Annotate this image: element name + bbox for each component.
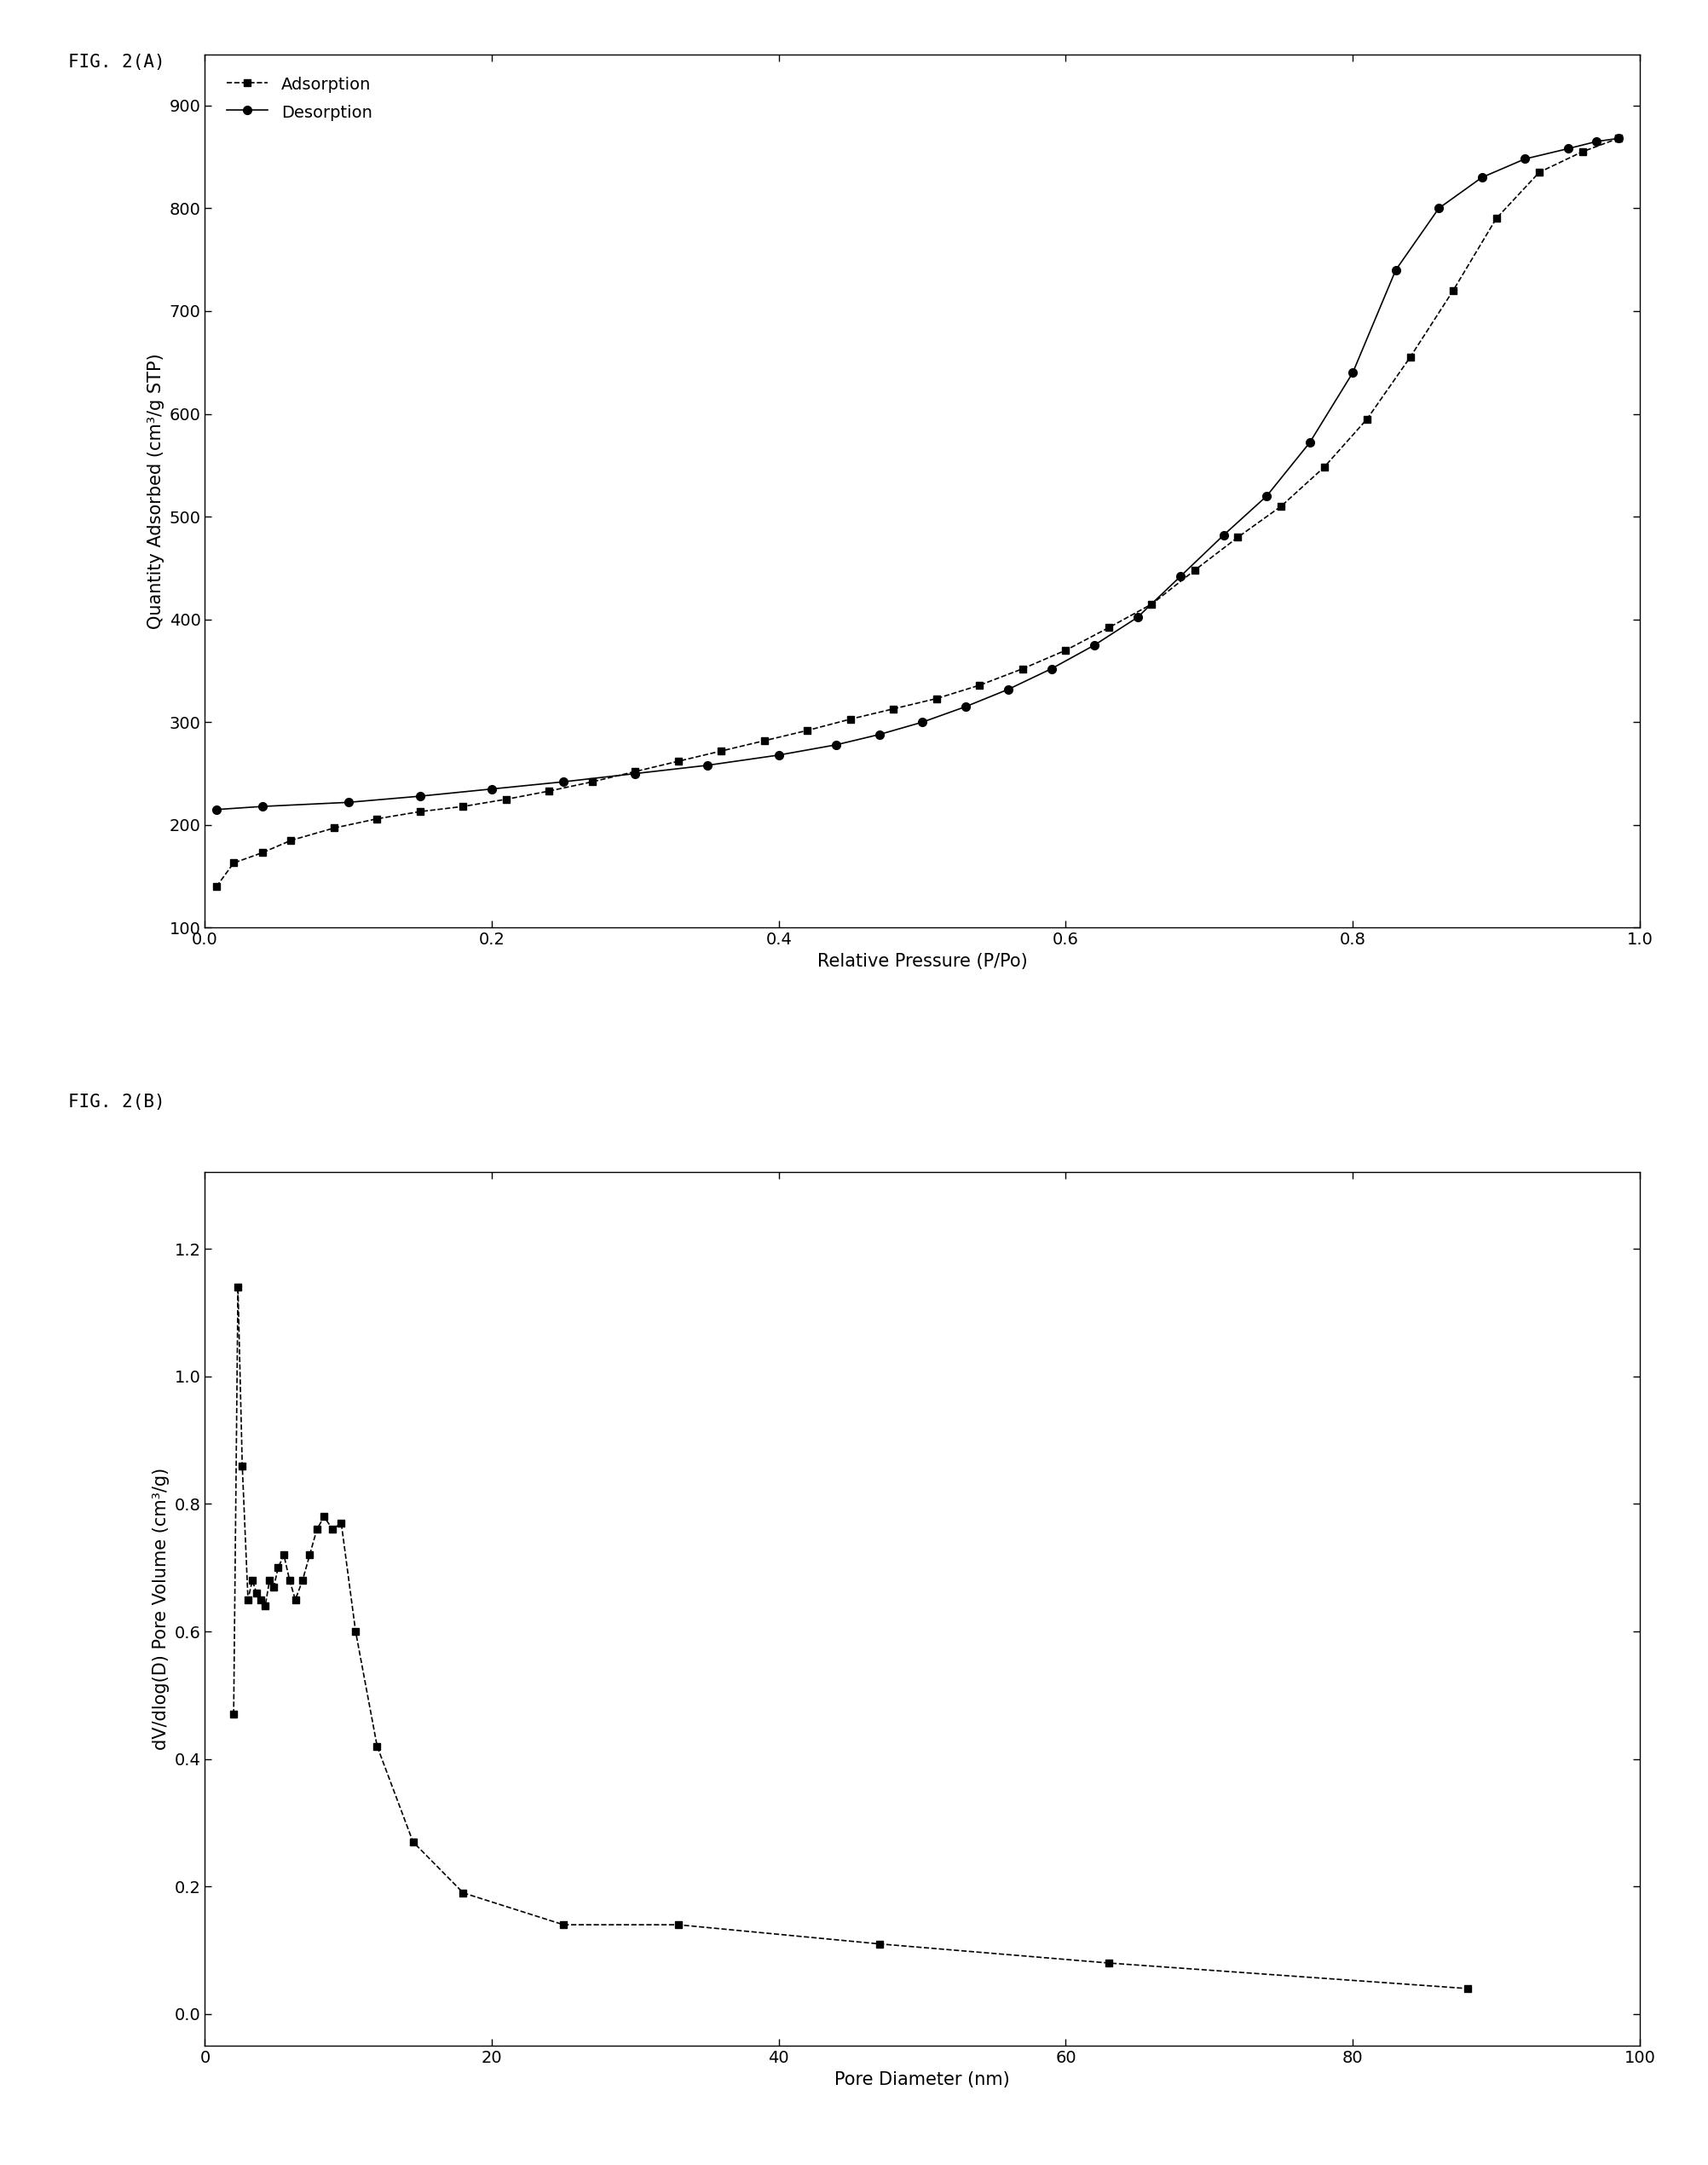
Adsorption xyxy=(280,827,301,853)
Adsorption xyxy=(1185,556,1206,582)
Legend: Adsorption, Desorption: Adsorption, Desorption xyxy=(214,63,386,134)
Adsorption xyxy=(1313,455,1334,481)
Adsorption xyxy=(410,799,430,825)
Adsorption xyxy=(1443,277,1464,303)
Adsorption xyxy=(453,792,473,818)
Desorption xyxy=(482,775,502,801)
Adsorption xyxy=(1356,407,1377,433)
Line: Adsorption: Adsorption xyxy=(214,134,1621,890)
Desorption xyxy=(869,721,890,747)
Desorption xyxy=(1170,563,1190,589)
Adsorption xyxy=(1098,615,1119,641)
Y-axis label: dV/dlog(D) Pore Volume (cm³/g): dV/dlog(D) Pore Volume (cm³/g) xyxy=(152,1468,169,1749)
Adsorption xyxy=(840,706,861,732)
Adsorption xyxy=(711,738,731,764)
Desorption xyxy=(410,784,430,810)
Adsorption xyxy=(1607,126,1628,152)
Adsorption xyxy=(224,851,244,877)
Adsorption xyxy=(1141,591,1161,617)
Text: FIG. 2(B): FIG. 2(B) xyxy=(68,1093,166,1111)
Adsorption xyxy=(325,814,345,840)
Desorption xyxy=(1428,195,1448,221)
Adsorption xyxy=(926,686,946,712)
Adsorption xyxy=(1013,656,1033,682)
Adsorption xyxy=(1401,344,1421,370)
Desorption xyxy=(253,792,273,818)
Desorption xyxy=(1472,165,1493,191)
Desorption xyxy=(1385,258,1406,284)
Adsorption xyxy=(540,777,560,803)
Adsorption xyxy=(1571,139,1592,165)
Desorption xyxy=(1607,126,1628,152)
Desorption xyxy=(955,693,975,719)
X-axis label: Pore Diameter (nm): Pore Diameter (nm) xyxy=(835,2072,1009,2087)
Desorption xyxy=(1587,128,1607,154)
Desorption xyxy=(912,710,933,736)
Adsorption xyxy=(207,875,227,901)
Line: Desorption: Desorption xyxy=(212,134,1623,814)
Desorption xyxy=(1515,145,1535,171)
Adsorption xyxy=(1271,494,1291,520)
Adsorption xyxy=(1056,637,1076,662)
Text: FIG. 2(A): FIG. 2(A) xyxy=(68,54,166,71)
Desorption xyxy=(1300,429,1320,455)
Desorption xyxy=(1042,656,1062,682)
Adsorption xyxy=(1529,160,1549,186)
X-axis label: Relative Pressure (P/Po): Relative Pressure (P/Po) xyxy=(816,953,1028,970)
Adsorption xyxy=(970,671,991,697)
Adsorption xyxy=(253,840,273,866)
Adsorption xyxy=(883,695,904,721)
Adsorption xyxy=(798,717,818,743)
Adsorption xyxy=(625,758,646,784)
Y-axis label: Quantity Adsorbed (cm³/g STP): Quantity Adsorbed (cm³/g STP) xyxy=(147,353,164,628)
Adsorption xyxy=(582,769,603,795)
Adsorption xyxy=(1228,524,1249,550)
Desorption xyxy=(769,743,789,769)
Desorption xyxy=(625,760,646,786)
Desorption xyxy=(1257,483,1278,509)
Desorption xyxy=(1127,604,1148,630)
Desorption xyxy=(1213,522,1233,548)
Desorption xyxy=(1085,632,1105,658)
Desorption xyxy=(207,797,227,823)
Adsorption xyxy=(495,786,516,812)
Desorption xyxy=(997,675,1018,701)
Desorption xyxy=(1342,359,1363,385)
Adsorption xyxy=(1486,206,1506,232)
Desorption xyxy=(338,790,359,816)
Desorption xyxy=(827,732,847,758)
Desorption xyxy=(553,769,574,795)
Adsorption xyxy=(755,727,775,753)
Adsorption xyxy=(367,805,388,831)
Adsorption xyxy=(668,749,688,775)
Desorption xyxy=(697,753,717,779)
Desorption xyxy=(1558,136,1578,162)
